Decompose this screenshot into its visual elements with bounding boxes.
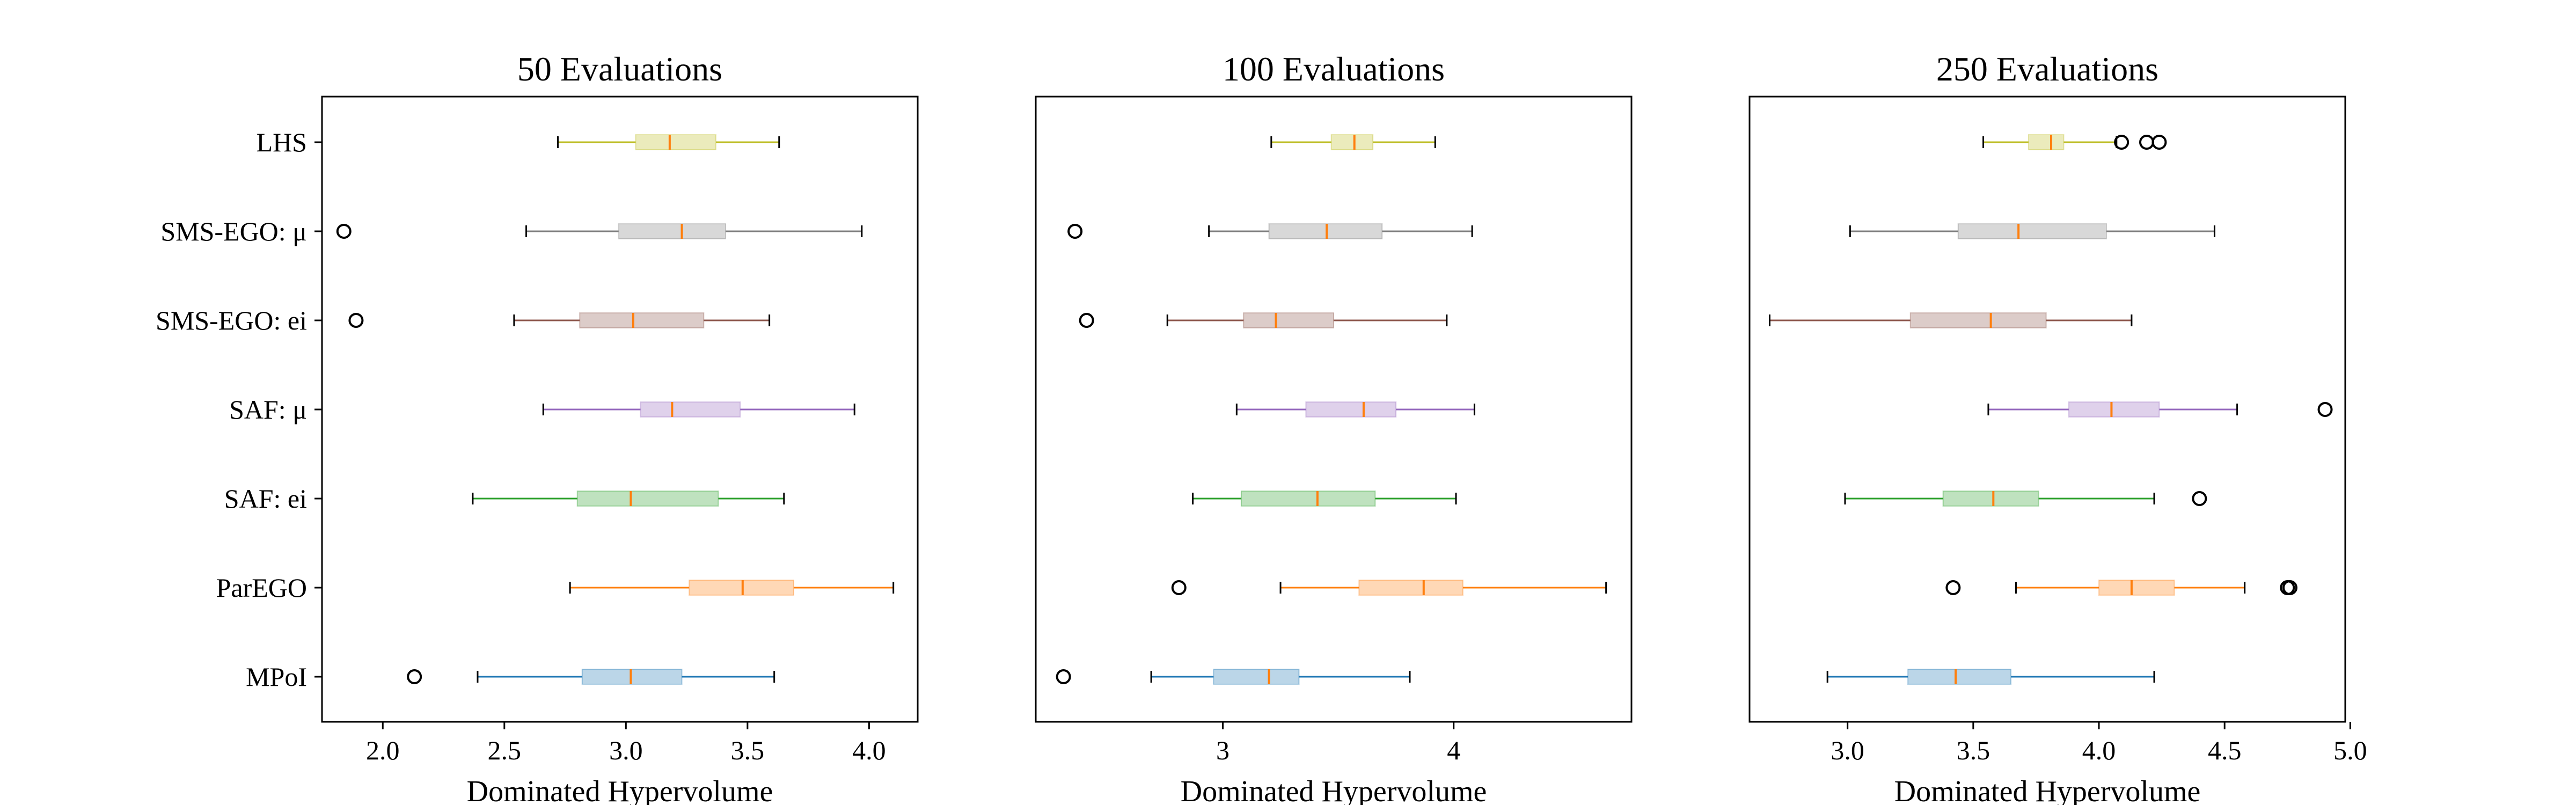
category-label: LHS [257,127,307,157]
outlier-point [2282,580,2297,595]
chart-title: 250 Evaluations [1936,50,2158,88]
iqr-box [1358,580,1463,596]
x-tick-label: 3 [1216,735,1230,765]
axes-frame [1748,96,2346,723]
box-mpoi [1826,669,2155,685]
x-tick-label: 4.0 [2082,735,2116,765]
iqr-box [635,134,716,150]
box-parego [569,580,895,596]
outlier-point [407,669,422,684]
outlier-point [1079,313,1094,328]
axes-frame [1035,96,1633,723]
chart-panel-2: 100 Evaluations Dominated Hypervolume 3 4 [1035,50,1633,805]
box-sms-ego-ei [1079,312,1448,328]
chart-panel-1: 50 Evaluations Dominated Hypervolume 2.0 2.… [156,50,919,805]
x-tick-label: 3.5 [731,735,765,765]
box-mpoi [407,669,775,685]
outlier-point [2317,402,2333,417]
box-saf-ei [472,491,785,507]
box-sms-ego-mu [1849,223,2215,239]
box-saf-mu [1987,401,2333,418]
category-label: SMS-EGO: μ [160,216,307,246]
box-lhs [1982,134,2167,150]
outlier-point [2151,135,2167,150]
outlier-point [1171,580,1187,595]
iqr-box [2068,401,2160,418]
iqr-box [1957,223,2107,239]
box-saf-mu [1235,401,1475,418]
box-parego [1171,580,1607,596]
x-tick-label: 4 [1447,735,1460,765]
box-sms-ego-mu [1067,223,1473,239]
iqr-box [1942,491,2039,507]
category-label: ParEGO [216,573,307,603]
box-saf-ei [1192,491,1457,507]
iqr-box [1243,312,1334,328]
chart-panel-3: 250 Evaluations Dominated Hypervolume 3.0 3… [1748,50,2367,805]
x-tick-label: 3.0 [609,735,643,765]
outlier-point [2139,135,2154,150]
x-tick-label: 2.0 [366,735,400,765]
iqr-box [1240,491,1376,507]
x-tick-label: 3.0 [1831,735,1864,765]
iqr-box [618,223,727,239]
outlier-point [1056,669,1071,684]
box-parego [1945,580,2297,596]
category-label: MPoI [246,662,307,692]
iqr-box [579,312,705,328]
iqr-box [1268,223,1383,239]
outlier-point [1945,580,1961,595]
x-axis-label: Dominated Hypervolume [1894,775,2201,805]
outlier-point [1067,224,1083,239]
x-tick-label: 4.0 [852,735,886,765]
axes-frame [321,96,919,723]
iqr-box [2028,134,2065,150]
chart-title: 100 Evaluations [1223,50,1445,88]
box-lhs [1270,134,1436,150]
iqr-box [1213,669,1300,685]
category-label: SAF: ei [224,484,307,514]
box-mpoi [1056,669,1411,685]
box-sms-ego-ei [1768,312,2133,328]
chart-title: 50 Evaluations [517,50,722,88]
box-sms-ego-ei [348,312,771,328]
outlier-point [348,313,364,328]
x-axis-label: Dominated Hypervolume [467,775,773,805]
iqr-box [576,491,719,507]
outlier-point [2192,491,2207,506]
box-lhs [557,134,780,150]
iqr-box [640,401,741,418]
x-tick-label: 3.5 [1957,735,1990,765]
x-axis-label: Dominated Hypervolume [1181,775,1487,805]
iqr-box [1305,401,1397,418]
category-label: SAF: μ [229,394,307,425]
iqr-box [1330,134,1374,150]
iqr-box [2098,580,2175,596]
x-tick-label: 2.5 [488,735,522,765]
category-label: SMS-EGO: ei [156,305,307,335]
outlier-point [336,224,352,239]
box-saf-ei [1844,491,2207,507]
iqr-box [1907,669,2012,685]
iqr-box [1909,312,2047,328]
box-sms-ego-mu [336,223,863,239]
x-tick-label: 5.0 [2333,735,2367,765]
iqr-box [689,580,794,596]
box-saf-mu [542,401,855,418]
outlier-point [2114,135,2129,150]
x-tick-label: 4.5 [2208,735,2242,765]
iqr-box [581,669,683,685]
